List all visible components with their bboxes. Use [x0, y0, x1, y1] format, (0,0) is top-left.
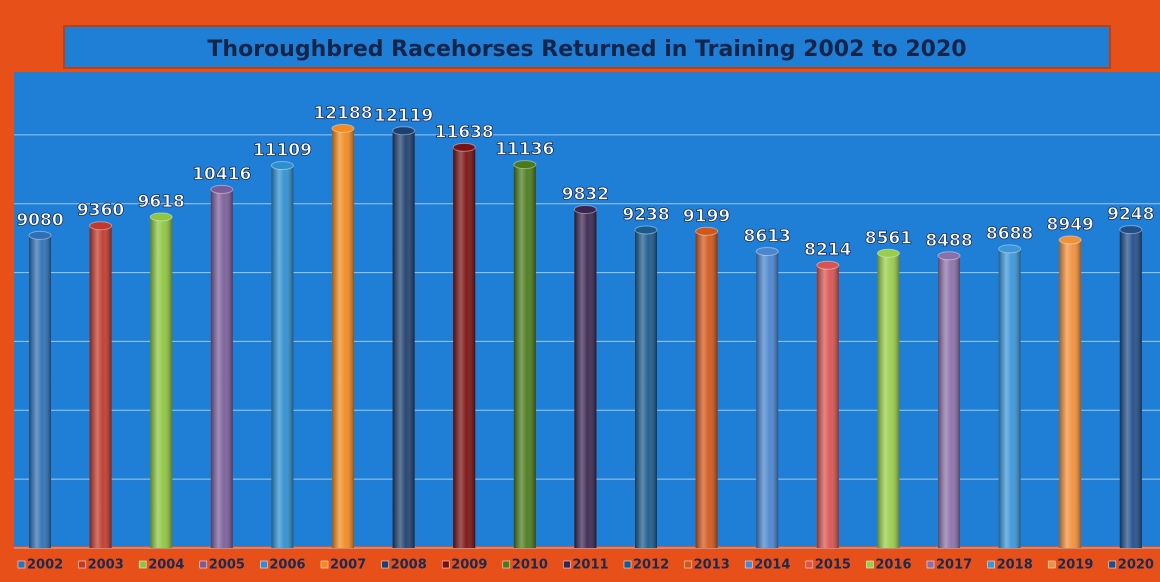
bar-cap [1119, 225, 1143, 235]
data-label: 11136 [495, 140, 554, 160]
legend-swatch [563, 560, 571, 569]
legend-label: 2018 [997, 558, 1033, 573]
legend-swatch [684, 560, 692, 569]
legend-label: 2020 [1118, 558, 1154, 573]
data-label: 9238 [622, 205, 669, 225]
bar-cap [513, 160, 537, 170]
bar-shine [271, 165, 294, 548]
bar-shine [332, 128, 354, 548]
legend-label: 2014 [754, 558, 790, 573]
data-label: 8949 [1047, 215, 1094, 235]
bar-cap [695, 226, 719, 236]
bar-shine [756, 251, 779, 548]
bar-shine [574, 209, 597, 548]
bar-shine [1119, 229, 1142, 549]
legend-swatch [805, 560, 814, 569]
legend-swatch [926, 560, 935, 569]
bar-shine [1059, 239, 1082, 548]
bar-cap [149, 212, 173, 222]
bar-shine [210, 189, 233, 548]
legend-swatch [744, 560, 753, 569]
bar-cap [89, 221, 113, 231]
legend-label: 2003 [88, 558, 124, 573]
bar-cap [634, 225, 658, 235]
bar-shine [89, 225, 112, 548]
legend-label: 2012 [633, 558, 669, 573]
legend-label: 2013 [694, 558, 730, 573]
data-label: 9360 [77, 201, 124, 221]
bar-cap [816, 260, 840, 270]
data-label: 9199 [683, 206, 730, 226]
data-label: 9618 [138, 192, 185, 212]
legend-swatch [502, 560, 511, 569]
bar-shine [998, 248, 1021, 548]
legend-swatch [987, 560, 995, 569]
bar-shine [453, 147, 476, 548]
bar-cap [392, 126, 416, 136]
data-label: 8214 [804, 240, 851, 260]
legend-label: 2011 [572, 558, 608, 573]
bar-cap [998, 244, 1022, 254]
legend-label: 2008 [391, 558, 427, 573]
bar-cap [876, 248, 900, 258]
data-label: 9832 [562, 184, 609, 204]
legend-label: 2016 [875, 558, 911, 573]
legend-swatch [199, 560, 208, 569]
data-label: 8488 [925, 231, 972, 251]
legend-swatch [138, 560, 147, 569]
legend-label: 2010 [512, 558, 548, 573]
bar-cap [210, 184, 234, 194]
bar-shine [938, 255, 960, 549]
data-label: 12119 [374, 106, 433, 126]
bar-cap [573, 204, 597, 214]
legend-swatch [381, 560, 389, 569]
title-box [63, 25, 1111, 69]
bar-shine [513, 164, 536, 548]
legend-swatch [441, 560, 450, 569]
legend-label: 2009 [451, 558, 487, 573]
bar-cap [331, 123, 355, 133]
legend-swatch [1047, 560, 1056, 569]
data-label: 10416 [192, 164, 251, 184]
data-label: 8688 [986, 224, 1033, 244]
legend-swatch [623, 560, 632, 569]
legend-label: 2015 [815, 558, 851, 573]
legend-swatch [260, 560, 268, 569]
data-label: 9248 [1107, 205, 1154, 225]
data-label: 11638 [435, 122, 494, 142]
bar-shine [150, 216, 173, 548]
bar-cap [1058, 235, 1082, 245]
legend-swatch [866, 560, 874, 569]
data-label: 12188 [313, 103, 372, 123]
legend-label: 2002 [27, 558, 63, 573]
data-label: 8613 [744, 226, 791, 246]
bar-shine [695, 231, 718, 548]
bar-cap [452, 142, 476, 152]
bar-shine [816, 265, 839, 548]
legend-label: 2006 [269, 558, 305, 573]
data-label: 9080 [16, 210, 63, 230]
data-label: 8561 [865, 228, 912, 248]
bar-cap [937, 251, 961, 261]
data-label: 11109 [253, 141, 312, 161]
bar-shine [635, 229, 657, 548]
legend-label: 2019 [1057, 558, 1093, 573]
bar-cap [755, 246, 779, 256]
bar-cap [270, 161, 294, 171]
legend-label: 2007 [330, 558, 366, 573]
legend-swatch [320, 560, 329, 569]
bar-shine [392, 130, 415, 549]
legend-swatch [78, 560, 86, 569]
legend-label: 2005 [209, 558, 245, 573]
legend-swatch [17, 560, 26, 569]
legend-label: 2017 [936, 558, 972, 573]
legend-label: 2004 [148, 558, 184, 573]
bar-cap [28, 230, 52, 240]
bar-shine [877, 253, 900, 548]
legend-swatch [1108, 560, 1117, 569]
bar-shine [29, 235, 51, 549]
chart-title: Thoroughbred Racehorses Returned in Trai… [207, 37, 966, 62]
